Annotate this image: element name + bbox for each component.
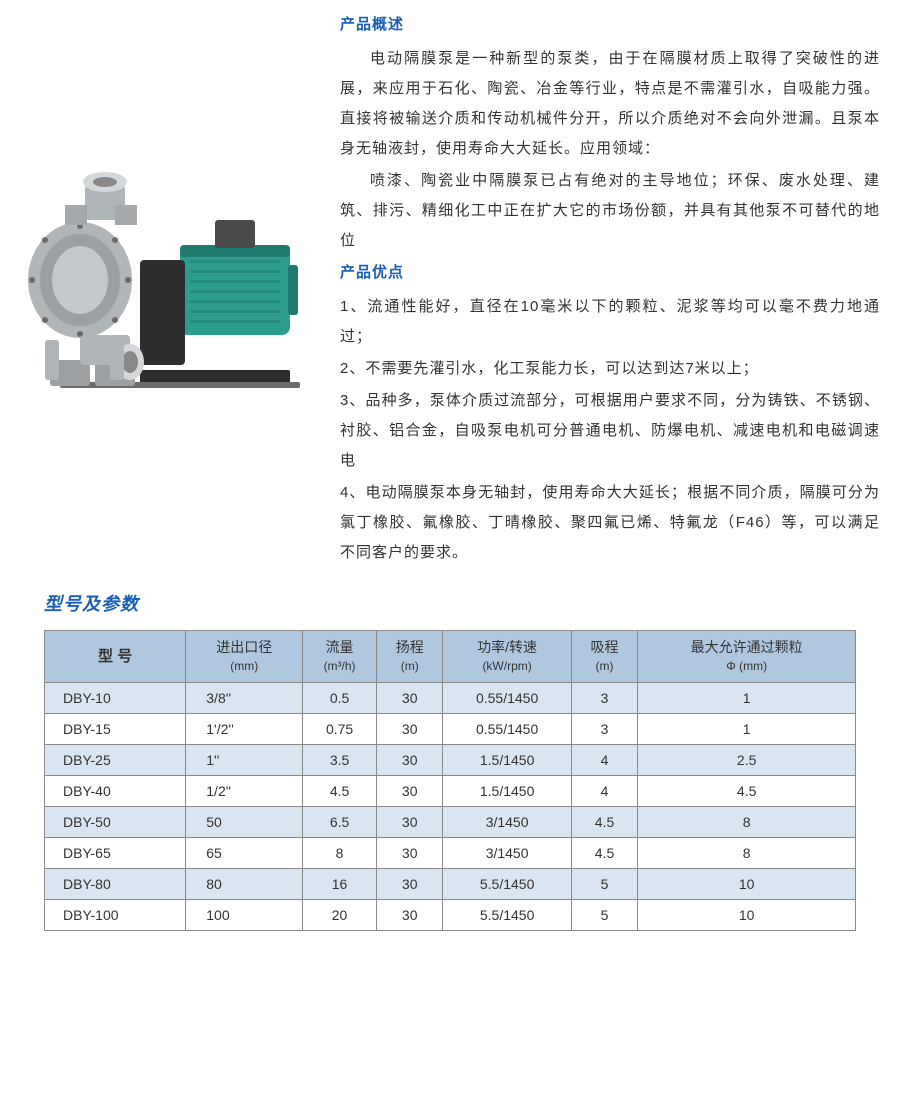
spec-col-5: 吸程(m) xyxy=(571,631,638,683)
spec-cell: 4 xyxy=(571,775,638,806)
spec-cell: DBY-10 xyxy=(45,682,186,713)
spec-cell: 8 xyxy=(638,837,856,868)
spec-section: 型号及参数 型 号进出口径(mm)流量(m³/h)扬程(m)功率/转速(kW/r… xyxy=(0,570,900,931)
spec-cell: 50 xyxy=(186,806,303,837)
spec-col-1: 进出口径(mm) xyxy=(186,631,303,683)
spec-cell: DBY-15 xyxy=(45,713,186,744)
spec-cell: 30 xyxy=(376,682,443,713)
spec-cell: 5 xyxy=(571,899,638,930)
spec-cell: 5.5/1450 xyxy=(443,899,571,930)
spec-cell: 30 xyxy=(376,899,443,930)
spec-cell: 3 xyxy=(571,713,638,744)
spec-cell: 1 xyxy=(638,682,856,713)
spec-table-body: DBY-103/8''0.5300.55/145031DBY-151'/2''0… xyxy=(45,682,856,930)
spec-cell: 10 xyxy=(638,868,856,899)
spec-cell: 16 xyxy=(303,868,377,899)
spec-cell: 30 xyxy=(376,806,443,837)
spec-cell: 1'' xyxy=(186,744,303,775)
spec-cell: 4.5 xyxy=(303,775,377,806)
spec-row: DBY-151'/2''0.75300.55/145031 xyxy=(45,713,856,744)
advantage-4: 4、电动隔膜泵本身无轴封，使用寿命大大延长；根据不同介质，隔膜可分为氯丁橡胶、氟… xyxy=(340,478,880,568)
spec-cell: 3/1450 xyxy=(443,806,571,837)
spec-cell: 1/2'' xyxy=(186,775,303,806)
spec-cell: 8 xyxy=(303,837,377,868)
spec-cell: 5.5/1450 xyxy=(443,868,571,899)
spec-cell: DBY-50 xyxy=(45,806,186,837)
spec-header-row: 型 号进出口径(mm)流量(m³/h)扬程(m)功率/转速(kW/rpm)吸程(… xyxy=(45,631,856,683)
spec-cell: 30 xyxy=(376,868,443,899)
spec-cell: 3/1450 xyxy=(443,837,571,868)
spec-cell: 5 xyxy=(571,868,638,899)
spec-cell: DBY-100 xyxy=(45,899,186,930)
advantage-3: 3、品种多，泵体介质过流部分，可根据用户要求不同，分为铸铁、不锈钢、衬胶、铝合金… xyxy=(340,386,880,476)
spec-cell: 0.55/1450 xyxy=(443,682,571,713)
spec-cell: 3/8'' xyxy=(186,682,303,713)
spec-col-3: 扬程(m) xyxy=(376,631,443,683)
spec-cell: 0.5 xyxy=(303,682,377,713)
spec-cell: 30 xyxy=(376,837,443,868)
pump-illustration xyxy=(20,130,320,410)
spec-cell: 100 xyxy=(186,899,303,930)
spec-cell: 1.5/1450 xyxy=(443,744,571,775)
spec-cell: 30 xyxy=(376,775,443,806)
spec-cell: DBY-40 xyxy=(45,775,186,806)
spec-cell: 1'/2'' xyxy=(186,713,303,744)
text-content: 产品概述 电动隔膜泵是一种新型的泵类，由于在隔膜材质上取得了突破性的进展，来应用… xyxy=(340,10,880,570)
overview-heading: 产品概述 xyxy=(340,10,880,40)
spec-row: DBY-401/2''4.5301.5/145044.5 xyxy=(45,775,856,806)
spec-cell: 1 xyxy=(638,713,856,744)
spec-cell: 4.5 xyxy=(571,837,638,868)
spec-cell: DBY-65 xyxy=(45,837,186,868)
spec-cell: 4.5 xyxy=(638,775,856,806)
spec-col-4: 功率/转速(kW/rpm) xyxy=(443,631,571,683)
spec-cell: 6.5 xyxy=(303,806,377,837)
top-section: 产品概述 电动隔膜泵是一种新型的泵类，由于在隔膜材质上取得了突破性的进展，来应用… xyxy=(0,0,900,570)
spec-col-2: 流量(m³/h) xyxy=(303,631,377,683)
spec-row: DBY-808016305.5/1450510 xyxy=(45,868,856,899)
spec-cell: 4 xyxy=(571,744,638,775)
spec-table: 型 号进出口径(mm)流量(m³/h)扬程(m)功率/转速(kW/rpm)吸程(… xyxy=(44,630,856,931)
overview-p2: 喷漆、陶瓷业中隔膜泵已占有绝对的主导地位；环保、废水处理、建筑、排污、精细化工中… xyxy=(340,166,880,256)
spec-cell: 30 xyxy=(376,744,443,775)
spec-cell: 3.5 xyxy=(303,744,377,775)
spec-cell: 8 xyxy=(638,806,856,837)
spec-cell: 80 xyxy=(186,868,303,899)
spec-cell: 0.75 xyxy=(303,713,377,744)
overview-p1: 电动隔膜泵是一种新型的泵类，由于在隔膜材质上取得了突破性的进展，来应用于石化、陶… xyxy=(340,44,880,164)
spec-row: DBY-251''3.5301.5/145042.5 xyxy=(45,744,856,775)
spec-cell: 2.5 xyxy=(638,744,856,775)
spec-table-head: 型 号进出口径(mm)流量(m³/h)扬程(m)功率/转速(kW/rpm)吸程(… xyxy=(45,631,856,683)
advantages-heading: 产品优点 xyxy=(340,258,880,288)
spec-cell: 10 xyxy=(638,899,856,930)
spec-cell: DBY-25 xyxy=(45,744,186,775)
spec-row: DBY-65658303/14504.58 xyxy=(45,837,856,868)
advantage-2: 2、不需要先灌引水，化工泵能力长，可以达到达7米以上； xyxy=(340,354,880,384)
spec-cell: 4.5 xyxy=(571,806,638,837)
spec-cell: 0.55/1450 xyxy=(443,713,571,744)
product-image-container xyxy=(20,10,340,570)
spec-heading: 型号及参数 xyxy=(44,590,856,616)
spec-row: DBY-103/8''0.5300.55/145031 xyxy=(45,682,856,713)
spec-cell: DBY-80 xyxy=(45,868,186,899)
spec-cell: 1.5/1450 xyxy=(443,775,571,806)
spec-col-6: 最大允许通过颗粒Φ (mm) xyxy=(638,631,856,683)
spec-row: DBY-50506.5303/14504.58 xyxy=(45,806,856,837)
spec-cell: 30 xyxy=(376,713,443,744)
spec-col-0: 型 号 xyxy=(45,631,186,683)
spec-row: DBY-10010020305.5/1450510 xyxy=(45,899,856,930)
spec-cell: 3 xyxy=(571,682,638,713)
advantage-1: 1、流通性能好，直径在10毫米以下的颗粒、泥浆等均可以毫不费力地通过； xyxy=(340,292,880,352)
spec-cell: 65 xyxy=(186,837,303,868)
spec-cell: 20 xyxy=(303,899,377,930)
